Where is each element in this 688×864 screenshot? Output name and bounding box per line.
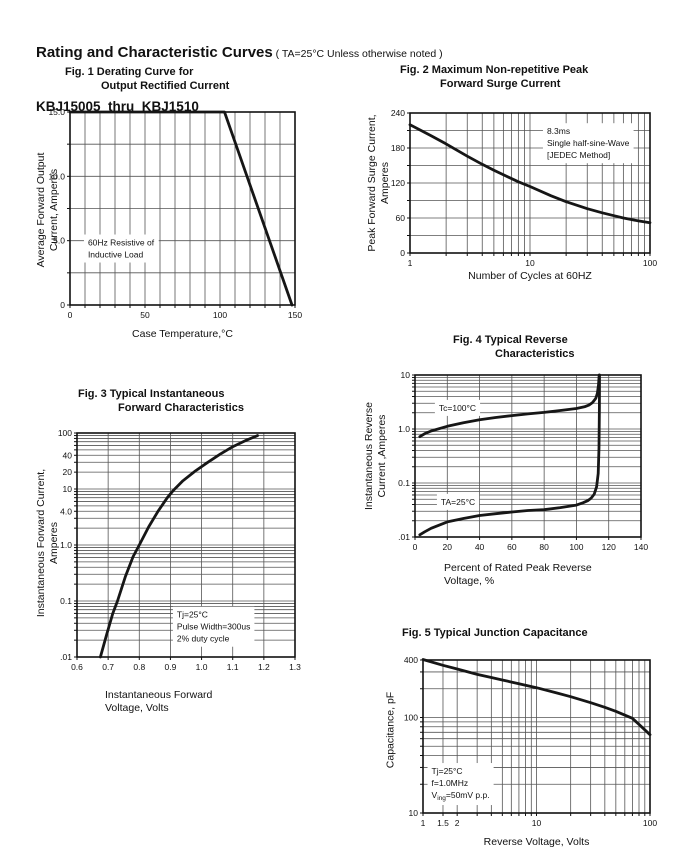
- svg-text:Tj=25°C: Tj=25°C: [432, 766, 463, 776]
- figure-1-chart: 60Hz Resistive of Inductive Load 0 50 100 150…: [48, 107, 302, 320]
- svg-text:80: 80: [539, 542, 549, 552]
- figure-5-title: Fig. 5 Typical Junction Capacitance: [402, 627, 588, 639]
- svg-text:400: 400: [404, 655, 418, 665]
- page-title: Rating and Characteristic Curves: [36, 44, 273, 61]
- svg-text:Single half-sine-Wave: Single half-sine-Wave: [547, 138, 630, 148]
- svg-text:2: 2: [455, 818, 460, 828]
- svg-text:Inductive Load: Inductive Load: [88, 250, 144, 260]
- figure-4-x-axis-label: Percent of Rated Peak Reverse Voltage, %: [444, 562, 592, 587]
- figure-2-title: Fig. 2 Maximum Non-repetitive Peak Forwa…: [400, 64, 589, 90]
- svg-text:4.0: 4.0: [60, 506, 72, 516]
- svg-text:100: 100: [569, 542, 583, 552]
- svg-text:1.1: 1.1: [227, 662, 239, 672]
- svg-text:40: 40: [63, 450, 73, 460]
- figure-1-x-axis-label: Case Temperature,°C: [132, 328, 233, 340]
- svg-text:100: 100: [404, 712, 418, 722]
- svg-text:TA=25°C: TA=25°C: [441, 497, 475, 507]
- svg-text:5.0: 5.0: [53, 236, 65, 246]
- svg-text:1: 1: [421, 818, 426, 828]
- figure-2-y-axis-label: Peak Forward Surge Current, Amperes: [366, 114, 391, 252]
- page-title-line: Rating and Characteristic Curves ( TA=25…: [36, 44, 443, 61]
- figure-5-y-axis-label: Capacitance, pF: [384, 691, 397, 769]
- svg-text:40: 40: [475, 542, 485, 552]
- figure-1-derating-curve: Fig. 1 Derating Curve for Output Rectifi…: [30, 62, 340, 383]
- svg-text:0: 0: [60, 300, 65, 310]
- svg-text:10: 10: [401, 370, 411, 380]
- figure-4-chart: Tc=100°C TA=25°C 0 20 40 60 80 100 120 140 10 1.0 0.…: [398, 370, 648, 552]
- figure-3-forward-characteristics: Fig. 3 Typical Instantaneous Forward Cha…: [30, 383, 340, 743]
- svg-text:140: 140: [634, 542, 648, 552]
- svg-text:180: 180: [391, 143, 405, 153]
- page-header: Rating and Characteristic Curves ( TA=25…: [36, 8, 443, 150]
- svg-text:10: 10: [63, 484, 73, 494]
- svg-text:f=1.0MHz: f=1.0MHz: [432, 778, 469, 788]
- figure-1-title: Fig. 1 Derating Curve for Output Rectifi…: [65, 66, 230, 92]
- figure-4-title: Fig. 4 Typical Reverse Characteristics: [453, 334, 575, 360]
- figure-4-y-axis-label: Instantaneous Reverse Current ,Amperes: [363, 402, 388, 510]
- svg-text:0.7: 0.7: [102, 662, 114, 672]
- figure-5-x-axis-label: Reverse Voltage, Volts: [483, 836, 590, 848]
- svg-text:0.6: 0.6: [71, 662, 83, 672]
- svg-text:100: 100: [643, 818, 657, 828]
- svg-text:120: 120: [391, 178, 405, 188]
- svg-text:[JEDEC Method]: [JEDEC Method]: [547, 150, 610, 160]
- svg-text:1: 1: [408, 258, 413, 268]
- svg-text:0: 0: [413, 542, 418, 552]
- figure-3-title: Fig. 3 Typical Instantaneous Forward Cha…: [78, 388, 244, 414]
- svg-text:60: 60: [507, 542, 517, 552]
- svg-text:2% duty cycle: 2% duty cycle: [177, 634, 230, 644]
- svg-text:8.3ms: 8.3ms: [547, 126, 570, 136]
- svg-text:Ving=50mV p.p.: Ving=50mV p.p.: [432, 790, 490, 802]
- figure-3-chart: Tj=25°C Pulse Width=300us 2% duty cycle 0.6…: [58, 428, 301, 672]
- figure-2-chart: 8.3ms Single half-sine-Wave [JEDEC Method]…: [391, 108, 658, 268]
- svg-text:100: 100: [58, 428, 72, 438]
- svg-text:0: 0: [68, 310, 73, 320]
- svg-text:1.0: 1.0: [60, 540, 72, 550]
- figure-2-x-axis-label: Number of Cycles at 60HZ: [468, 270, 592, 282]
- figure-5-chart: Tj=25°C f=1.0MHz Ving=50mV p.p. 1 1.5 2 10 100 4…: [404, 655, 658, 828]
- svg-text:150: 150: [288, 310, 302, 320]
- svg-text:20: 20: [63, 467, 73, 477]
- svg-text:100: 100: [643, 258, 657, 268]
- svg-text:0.1: 0.1: [60, 596, 72, 606]
- svg-text:1.5: 1.5: [437, 818, 449, 828]
- svg-text:10.0: 10.0: [48, 171, 65, 181]
- svg-text:0: 0: [400, 248, 405, 258]
- svg-text:1.2: 1.2: [258, 662, 270, 672]
- figure-5-junction-capacitance: Fig. 5 Typical Junction Capacitance Tj=2…: [355, 625, 688, 864]
- figure-4-reverse-characteristics: Fig. 4 Typical Reverse Characteristics T…: [355, 330, 688, 625]
- svg-text:240: 240: [391, 108, 405, 118]
- svg-text:0.8: 0.8: [133, 662, 145, 672]
- svg-text:1.0: 1.0: [398, 424, 410, 434]
- figure-2-surge-current: Fig. 2 Maximum Non-repetitive Peak Forwa…: [355, 62, 688, 330]
- figure-1-y-axis-label: Average Forward Output Current, Amperes: [35, 152, 60, 268]
- svg-text:.01: .01: [398, 532, 410, 542]
- svg-text:50: 50: [140, 310, 150, 320]
- figure-3-x-axis-label: Instantaneous Forward Voltage, Volts: [105, 689, 213, 714]
- svg-text:.01: .01: [60, 652, 72, 662]
- svg-text:Pulse Width=300us: Pulse Width=300us: [177, 622, 250, 632]
- svg-text:100: 100: [213, 310, 227, 320]
- svg-text:1.0: 1.0: [196, 662, 208, 672]
- svg-text:20: 20: [443, 542, 453, 552]
- svg-text:10: 10: [532, 818, 542, 828]
- svg-text:0.9: 0.9: [165, 662, 177, 672]
- page-title-note: ( TA=25°C Unless otherwise noted ): [272, 48, 443, 60]
- svg-text:15.0: 15.0: [48, 107, 65, 117]
- svg-text:10: 10: [409, 808, 419, 818]
- part-number-range: KBJ15005 thru KBJ1510: [36, 99, 199, 114]
- svg-text:60Hz Resistive of: 60Hz Resistive of: [88, 238, 155, 248]
- svg-text:120: 120: [602, 542, 616, 552]
- svg-text:0.1: 0.1: [398, 478, 410, 488]
- svg-text:Tj=25°C: Tj=25°C: [177, 610, 208, 620]
- figure-3-y-axis-label: Instantaneous Forward Current, Amperes: [35, 468, 60, 618]
- svg-text:1.3: 1.3: [289, 662, 301, 672]
- svg-text:Tc=100°C: Tc=100°C: [439, 403, 476, 413]
- svg-text:60: 60: [396, 213, 406, 223]
- svg-text:10: 10: [525, 258, 535, 268]
